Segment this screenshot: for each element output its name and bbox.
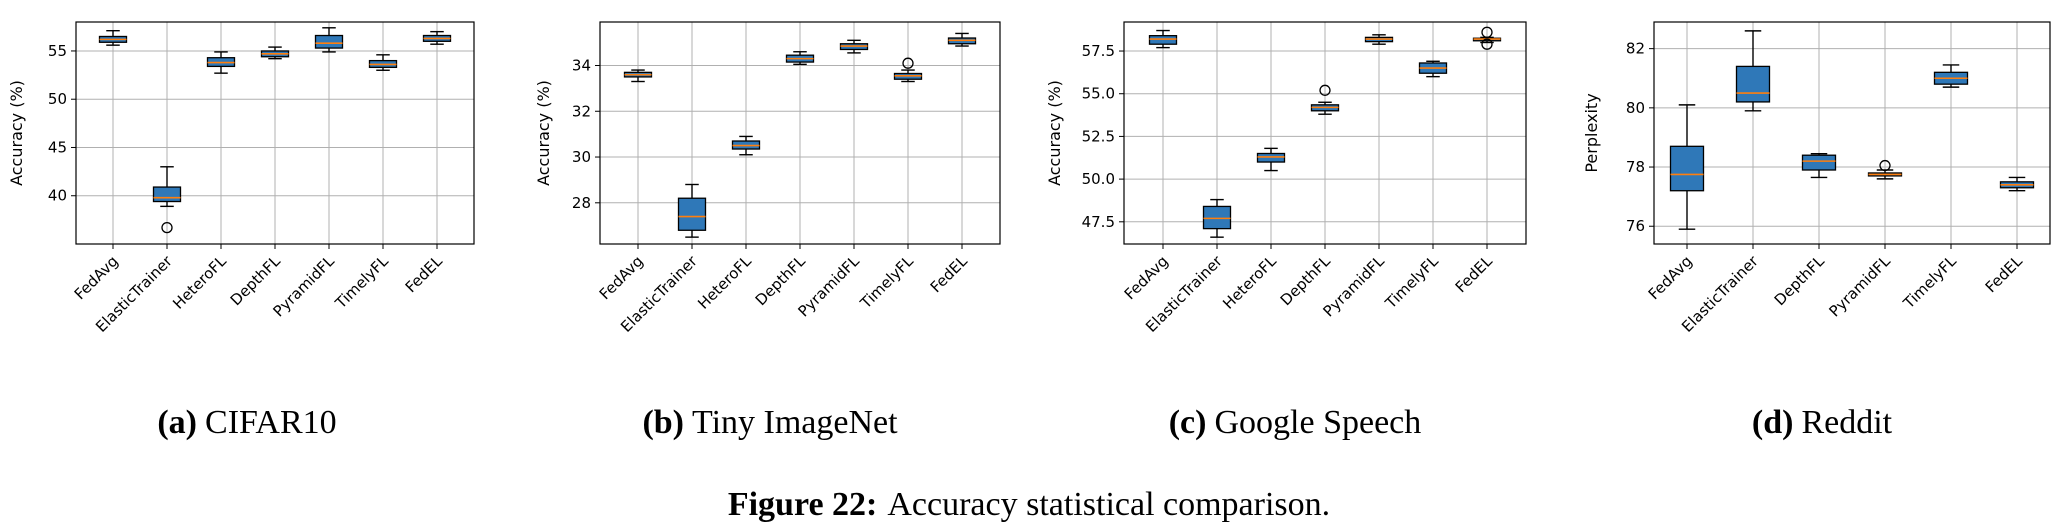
box-elastictrainer [1735,30,1771,112]
x-tick-label: FedAvg [596,252,647,303]
box-iqr [1735,65,1771,103]
y-tick-label: 76 [1626,217,1645,235]
box-iqr [152,186,182,203]
y-axis-label: Accuracy (%) [1045,80,1064,186]
outlier-point [161,221,173,234]
box-iqr [1148,35,1178,45]
box-iqr [1669,145,1705,192]
y-tick-label: 52.5 [1082,127,1115,145]
subcaption-b: (b) Tiny ImageNet [642,404,898,441]
box-iqr [1801,154,1837,171]
x-tick-label: FedEL [1982,252,2027,297]
x-tick-label: TimelyFL [1381,252,1442,313]
box-pyramidfl [839,39,869,54]
figure-label: Figure 22: [728,486,878,523]
y-tick-label: 28 [572,194,591,212]
x-tick-label: TimelyFL [856,252,917,313]
y-axis-label: Accuracy (%) [534,80,553,186]
box-elastictrainer [152,166,182,234]
outlier-point [902,57,914,69]
x-tick-label: FedAvg [1121,252,1172,303]
x-tick-label: FedEL [1452,252,1497,297]
y-tick-label: 30 [572,148,591,166]
y-axis-label: Accuracy (%) [7,80,26,186]
outlier-point [1481,38,1493,50]
x-tick-label: DepthFL [1771,252,1828,309]
box-timelyfl [368,54,398,71]
y-tick-label: 57.5 [1082,42,1115,60]
box-iqr [677,197,707,231]
x-tick-label: FedEL [927,252,972,297]
y-tick-label: 50.0 [1082,170,1115,188]
box-depthfl [785,51,815,66]
box-fedel [1999,176,2035,192]
x-tick-label: TimelyFL [1899,252,1960,313]
outlier-point [1319,84,1331,96]
box-heterofl [731,135,761,156]
box-pyramidfl [314,27,344,53]
plot-frame [75,21,475,245]
box-fedel [947,32,977,47]
box-depthfl [260,46,290,60]
y-tick-label: 80 [1626,99,1645,117]
plot-frame [1123,21,1527,245]
y-tick-label: 40 [48,187,67,205]
subcaption-a: (a) CIFAR10 [157,404,336,441]
box-fedavg [98,29,128,46]
x-tick-label: HeteroFL [169,252,230,313]
box-timelyfl [1418,60,1448,78]
x-tick-label: FedAvg [1645,252,1696,303]
box-elastictrainer [1202,198,1232,238]
box-pyramidfl [1867,159,1903,180]
y-tick-label: 55 [48,42,67,60]
x-tick-label: HeteroFL [694,252,755,313]
y-axis-label: Perplexity [1582,93,1601,172]
box-iqr [314,34,344,49]
x-tick-label: FedEL [402,252,447,297]
outlier-point [1879,159,1891,172]
subcaption-c: (c) Google Speech [1169,404,1422,441]
x-tick-label: FedAvg [71,252,122,303]
y-tick-label: 82 [1626,40,1645,58]
x-tick-label: TimelyFL [331,252,392,313]
figure-caption: Figure 22: Accuracy statistical compariso… [728,486,1330,523]
y-tick-label: 50 [48,90,67,108]
box-depthfl [1801,153,1837,179]
subcaption-d: (d) Reddit [1752,404,1893,441]
plot-frame [599,21,1001,245]
figure-caption-text: Accuracy statistical comparison. [887,486,1330,523]
y-tick-label: 78 [1626,158,1645,176]
x-tick-label: HeteroFL [1219,252,1280,313]
box-pyramidfl [1364,34,1394,45]
box-heterofl [206,51,236,74]
box-depthfl [1310,84,1340,115]
box-timelyfl [1933,64,1969,88]
y-tick-label: 32 [572,102,591,120]
box-fedavg [1148,29,1178,49]
box-fedel [1472,26,1502,50]
outlier-point [1481,26,1493,38]
box-elastictrainer [677,183,707,238]
y-tick-label: 34 [572,56,591,74]
plot-frame [1653,21,2051,245]
y-tick-label: 45 [48,138,67,156]
box-fedavg [1669,104,1705,230]
x-tick-label: PyramidFL [1826,252,1895,321]
box-heterofl [1256,147,1286,172]
y-tick-label: 47.5 [1082,213,1115,231]
box-fedel [422,30,452,45]
box-timelyfl [893,57,923,83]
box-iqr [1202,205,1232,230]
box-iqr [1256,152,1286,163]
box-fedavg [623,69,653,83]
y-tick-label: 55.0 [1082,85,1115,103]
